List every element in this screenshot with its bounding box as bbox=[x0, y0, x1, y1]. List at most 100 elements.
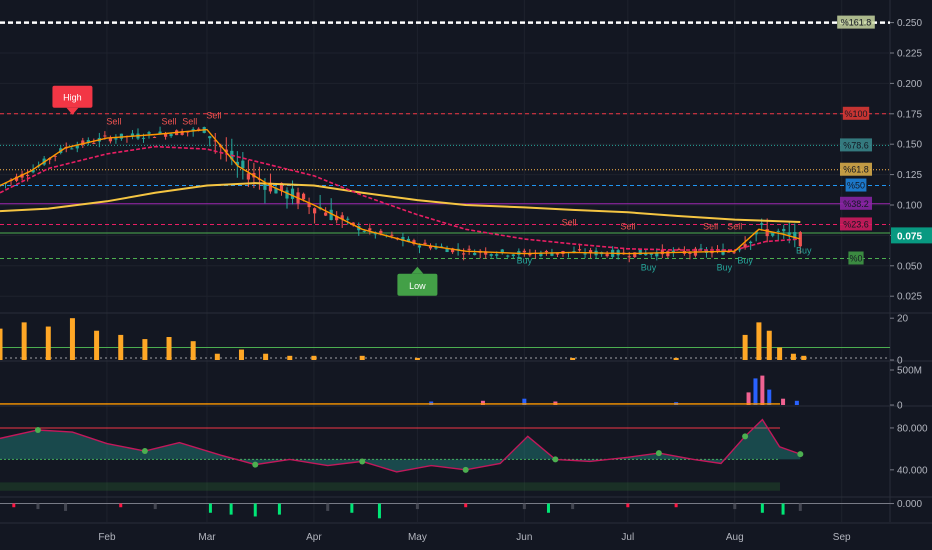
volume-bar bbox=[21, 322, 27, 360]
fib-tag-box bbox=[845, 178, 867, 192]
price-tick-label: 0.025 bbox=[897, 292, 922, 303]
oscillator-dot bbox=[552, 456, 559, 463]
sell-signal: Sell bbox=[182, 117, 197, 127]
volume-bar bbox=[0, 328, 3, 360]
candle-body bbox=[577, 249, 582, 251]
sell-signal: Sell bbox=[727, 221, 742, 231]
fib-lines bbox=[0, 21, 890, 259]
candle-body bbox=[484, 251, 488, 255]
volume-pane-2[interactable] bbox=[0, 375, 799, 405]
histogram-pane[interactable] bbox=[0, 503, 890, 519]
marker-pointer bbox=[66, 107, 79, 115]
candle-body bbox=[103, 135, 107, 137]
candle-body bbox=[81, 140, 85, 146]
candle-body bbox=[660, 249, 664, 255]
candle-body bbox=[379, 230, 383, 234]
candle-body bbox=[776, 230, 780, 232]
candle-body bbox=[75, 145, 79, 149]
candle-body bbox=[401, 236, 405, 241]
candle-body bbox=[224, 149, 228, 153]
candle-body bbox=[787, 232, 791, 235]
candle-body bbox=[152, 136, 157, 138]
oscillator-line bbox=[0, 418, 801, 473]
price-tick-label: 0.175 bbox=[897, 109, 922, 120]
candle-body bbox=[495, 254, 499, 256]
oscillator-dot bbox=[34, 427, 41, 434]
candle-body bbox=[555, 253, 560, 255]
price-tick-label: 0.125 bbox=[897, 170, 922, 181]
ema-fast-line bbox=[0, 128, 801, 255]
sell-signal: Sell bbox=[106, 117, 121, 127]
marker-pointer bbox=[411, 266, 424, 274]
candle-body bbox=[544, 251, 549, 253]
candle-body bbox=[263, 184, 267, 190]
volume-bar bbox=[142, 339, 148, 360]
volume-tick-label: 20 bbox=[897, 314, 909, 325]
candle-body bbox=[666, 251, 670, 257]
price-axis[interactable]: 0.025 0.050 0.075 0.100 0.125 0.150 0.175 0.200… bbox=[890, 18, 932, 510]
candle-body bbox=[246, 173, 250, 180]
candle-body bbox=[644, 252, 648, 256]
candle-body bbox=[649, 253, 653, 255]
volume-bar bbox=[781, 398, 786, 405]
candle-body bbox=[86, 140, 90, 143]
oscillator-pane[interactable] bbox=[0, 418, 804, 491]
price-tick-label: 0.250 bbox=[897, 18, 922, 29]
candle-body bbox=[732, 252, 736, 254]
oscillator-dot bbox=[141, 447, 148, 454]
fib-tag-label: %38.2 bbox=[843, 199, 869, 209]
candle-body bbox=[423, 242, 427, 245]
histogram-bar bbox=[415, 503, 419, 510]
oscillator-dot bbox=[462, 466, 469, 473]
histogram-bar bbox=[571, 503, 575, 510]
candle-body bbox=[114, 138, 118, 140]
volume-bar bbox=[359, 355, 365, 360]
candle-body bbox=[235, 161, 239, 166]
price-pane[interactable]: High Low Sell Sell Sell Sell Sell Sell Sell Sell B… bbox=[0, 15, 890, 296]
volume-bar bbox=[94, 330, 100, 360]
oscillator-tick-label: 40.000 bbox=[897, 465, 928, 476]
time-tick-label: Feb bbox=[98, 532, 116, 543]
candle-body bbox=[274, 187, 278, 194]
candle-body bbox=[743, 244, 747, 248]
histogram-bar bbox=[277, 503, 281, 515]
candle-body bbox=[197, 128, 201, 130]
candle-body bbox=[627, 256, 631, 258]
candle-body bbox=[346, 218, 350, 220]
volume-bar bbox=[753, 378, 758, 405]
candle-body bbox=[655, 252, 659, 257]
candle-body bbox=[268, 182, 273, 192]
price-tick-label: 0.150 bbox=[897, 140, 922, 151]
volume-bar bbox=[767, 389, 772, 405]
candle-body bbox=[638, 249, 642, 255]
candle-body bbox=[329, 209, 333, 221]
fib-tag-label: %78.6 bbox=[843, 140, 869, 150]
candle-body bbox=[588, 250, 593, 254]
volume-bar bbox=[746, 392, 751, 405]
volume-bar bbox=[756, 322, 762, 360]
histogram-bar bbox=[798, 503, 802, 511]
volume-bar bbox=[69, 318, 75, 360]
histogram-bar bbox=[760, 503, 764, 513]
fib-tag-label: %50 bbox=[847, 181, 865, 191]
volume-pane-1[interactable] bbox=[0, 318, 890, 360]
time-axis[interactable]: Feb Mar Apr May Jun Jul Aug Sep bbox=[98, 532, 851, 543]
fib-tag-box bbox=[842, 106, 870, 120]
fib-tag-box bbox=[840, 138, 872, 152]
histogram-tick-label: 0.000 bbox=[897, 499, 922, 510]
candle-body bbox=[241, 160, 245, 169]
volume-bar bbox=[190, 341, 196, 360]
marker-label: Low bbox=[409, 281, 426, 291]
candle-body bbox=[677, 248, 681, 250]
candle-body bbox=[163, 133, 168, 137]
histogram-bar bbox=[12, 503, 16, 508]
candle-body bbox=[528, 253, 532, 256]
candle-body bbox=[119, 133, 124, 139]
candle-body bbox=[313, 208, 317, 214]
ema-slow-line bbox=[0, 145, 801, 251]
candle-body bbox=[147, 132, 151, 134]
candle-body bbox=[191, 129, 195, 132]
oscillator-dot bbox=[742, 433, 749, 440]
histogram-bar bbox=[119, 503, 123, 508]
